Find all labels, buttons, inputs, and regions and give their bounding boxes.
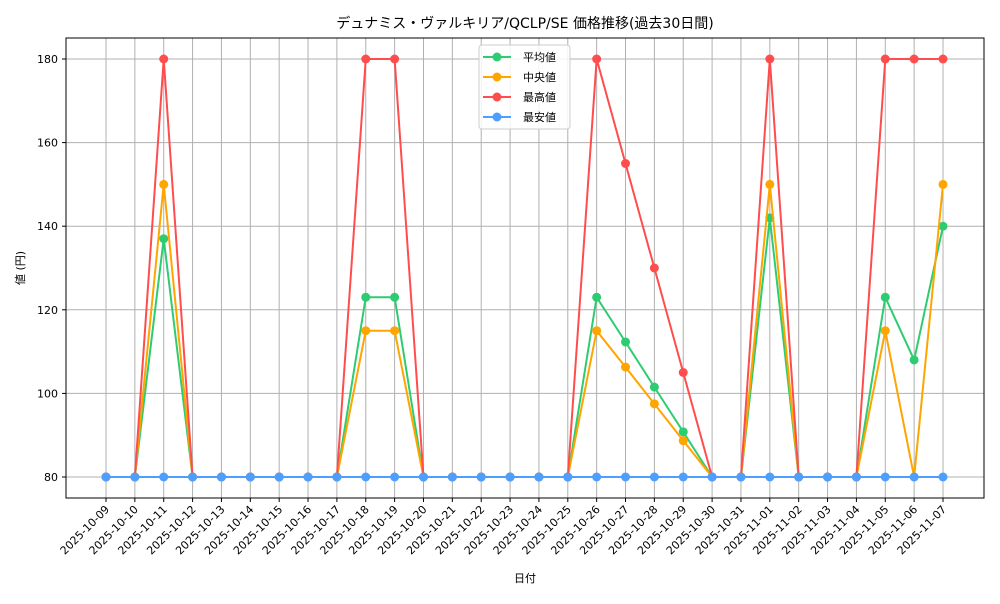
series-最安値 [101,472,948,482]
data-point-marker [823,472,833,482]
data-point-marker [938,54,948,64]
legend-marker-icon [492,92,502,102]
y-tick-label: 180 [37,53,58,66]
series-lines [101,54,948,482]
data-point-marker [851,472,861,482]
data-point-marker [678,427,688,437]
data-point-marker [534,472,544,482]
data-point-marker [332,472,342,482]
data-point-marker [678,436,688,446]
data-point-marker [649,263,659,273]
legend-item: 最高値 [483,90,556,104]
y-tick-label: 80 [44,471,58,484]
data-point-marker [938,472,948,482]
data-point-marker [592,292,602,302]
data-point-marker [678,472,688,482]
data-point-marker [707,472,717,482]
data-point-marker [361,292,371,302]
series-line [106,217,944,478]
data-point-marker [216,472,226,482]
series-平均値 [101,213,948,482]
data-point-marker [447,472,457,482]
data-point-marker [765,54,775,64]
data-point-marker [303,472,313,482]
legend-item: 最安値 [483,110,556,124]
x-axis-label: 日付 [514,572,536,585]
data-point-marker [880,292,890,302]
data-point-marker [621,472,631,482]
data-point-marker [159,54,169,64]
data-point-marker [245,472,255,482]
y-tick-label: 100 [37,387,58,400]
data-point-marker [765,472,775,482]
data-point-marker [621,159,631,168]
data-point-marker [592,472,602,482]
data-point-marker [361,326,371,336]
y-tick-label: 140 [37,220,58,233]
data-point-marker [909,54,919,64]
legend-label: 平均値 [523,51,556,64]
data-point-marker [130,472,140,482]
data-point-marker [101,472,111,482]
data-point-marker [390,292,400,302]
y-tick-label: 160 [37,137,58,150]
legend-label: 最高値 [523,90,556,104]
data-point-marker [159,472,169,482]
legend-marker-icon [492,52,502,62]
legend-item: 中央値 [483,71,556,84]
data-point-marker [736,472,746,482]
legend-label: 最安値 [523,110,556,124]
data-point-marker [880,472,890,482]
data-point-marker [880,54,890,64]
data-point-marker [880,326,890,336]
x-axis: 2025-10-092025-10-102025-10-112025-10-12… [58,498,949,557]
data-point-marker [361,472,371,482]
legend-marker-icon [492,112,502,122]
data-point-marker [390,54,400,64]
legend-item: 平均値 [483,51,556,64]
data-point-marker [188,472,198,482]
data-point-marker [678,368,688,377]
y-axis-label: 値 (円) [14,251,27,285]
data-point-marker [621,337,631,347]
data-point-marker [938,221,948,231]
data-point-marker [909,472,919,482]
data-point-marker [649,382,659,392]
data-point-marker [794,472,804,482]
legend-box [478,44,571,130]
data-point-marker [909,355,919,365]
legend-marker-icon [492,72,502,82]
data-point-marker [418,472,428,482]
data-point-marker [649,472,659,482]
data-point-marker [274,472,284,482]
data-point-marker [390,326,400,336]
data-point-marker [765,179,775,189]
plot-frame [65,37,985,499]
y-axis: 80 100 120 140 160 180 [37,53,66,484]
chart-title: デュナミス・ヴァルキリア/QCLP/SE 価格推移(過去30日間) [336,15,713,32]
data-point-marker [361,54,371,64]
y-tick-label: 120 [37,304,58,317]
data-point-marker [563,472,573,482]
data-point-marker [938,179,948,189]
legend-label: 中央値 [523,71,556,84]
data-point-marker [649,399,659,409]
series-line [106,184,944,478]
data-point-marker [390,472,400,482]
data-point-marker [476,472,486,482]
data-point-marker [621,362,631,372]
data-point-marker [505,472,515,482]
data-point-marker [159,234,169,244]
series-中央値 [101,179,948,482]
data-point-marker [592,54,602,64]
data-point-marker [592,326,602,336]
data-point-marker [159,179,169,189]
